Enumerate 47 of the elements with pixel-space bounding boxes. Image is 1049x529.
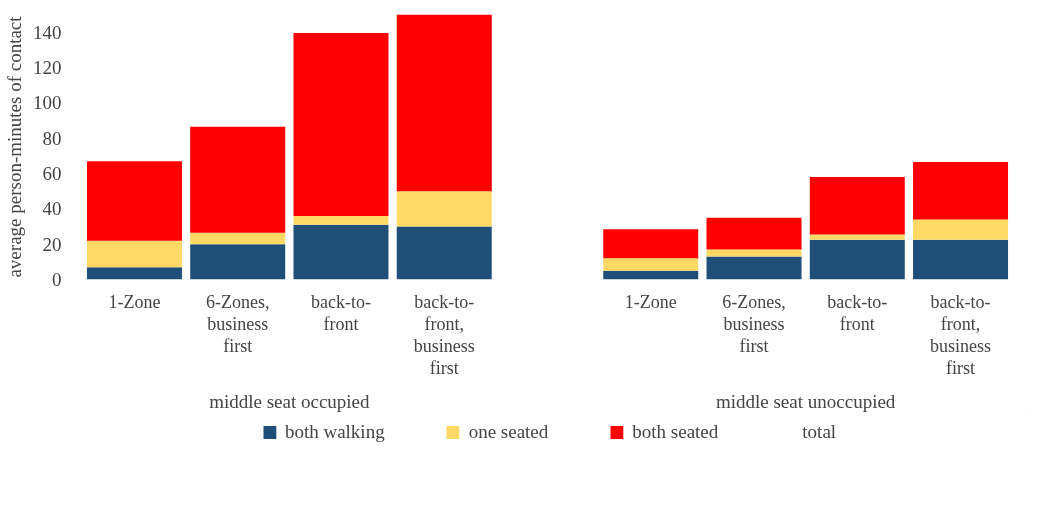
legend-label: both walking (284, 421, 385, 443)
bar (809, 177, 905, 235)
y-tick-label: 40 (42, 198, 62, 220)
bar (86, 161, 182, 241)
y-tick-label: 120 (33, 57, 62, 78)
x-tick-label: 1-Zone (624, 291, 677, 312)
text: middle seat unoccupied (715, 390, 896, 412)
y-tick-label: 0 (52, 269, 62, 290)
y-tick-label: 20 (42, 233, 62, 255)
bar (706, 249, 802, 257)
text: total (802, 421, 837, 443)
y-tick-label: 80 (42, 127, 62, 149)
bar (603, 270, 699, 280)
y-axis-title: average person-minutes of contact (4, 15, 25, 278)
x-tick-label: 6-Zones, business first (205, 291, 270, 356)
bar (293, 33, 389, 216)
y-tick-label: 140 (33, 21, 62, 43)
bar (396, 226, 492, 280)
bar (86, 240, 182, 268)
bar (913, 162, 1009, 220)
bar (913, 219, 1009, 240)
bar (190, 244, 286, 280)
bar (809, 234, 905, 240)
bar (190, 126, 286, 233)
bar (913, 239, 1009, 280)
bar (809, 239, 905, 280)
bar (86, 267, 182, 280)
y-tick-label: 100 (33, 92, 62, 114)
bar (396, 191, 492, 227)
legend-label: one seated (468, 421, 549, 443)
x-tick-label: 1-Zone (108, 291, 161, 312)
x-tick-label: back-to- front, business first (413, 291, 475, 378)
bar (603, 258, 699, 271)
bar (396, 14, 492, 192)
bar (603, 229, 699, 259)
text: middle seat occupied (209, 390, 371, 412)
bar (190, 232, 286, 245)
x-tick-label: back-to- front (310, 291, 371, 334)
x-tick-label: back-to- front (827, 291, 888, 334)
bar (293, 224, 389, 280)
bar (706, 217, 802, 250)
y-tick-label: 60 (42, 163, 62, 184)
x-tick-label: back-to- front, business first (930, 291, 992, 378)
bar (706, 256, 802, 280)
legend-label: both seated (632, 421, 719, 443)
x-tick-label: 6-Zones, business first (722, 291, 786, 356)
bar (293, 215, 389, 225)
